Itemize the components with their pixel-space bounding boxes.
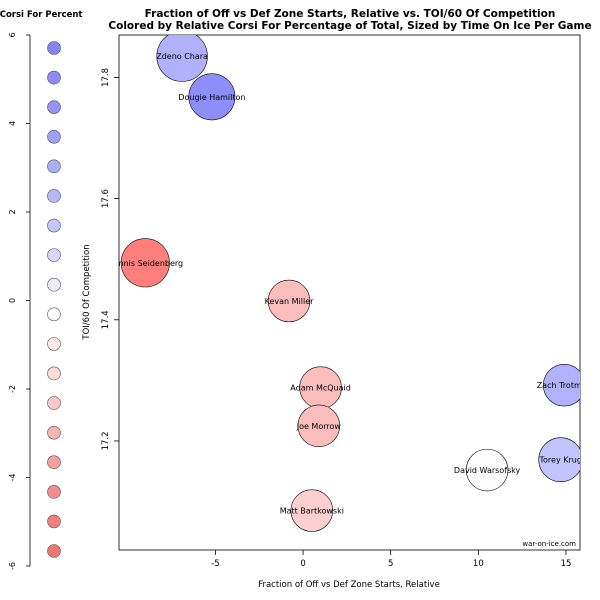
legend-tick-label: -4 <box>8 474 17 482</box>
point-label: Zach Trotman <box>537 381 592 390</box>
point-marker <box>297 404 341 447</box>
x-tick-label: 5 <box>388 559 393 569</box>
x-axis-label: Fraction of Off vs Def Zone Starts, Rela… <box>258 580 440 590</box>
legend-swatch <box>47 218 61 233</box>
y-axis-label: TOI/60 Of Competition <box>82 244 92 340</box>
point-label: Adam McQuaid <box>290 384 351 393</box>
plot-area: Zdeno Chara Dougie Hamilton Dennis Seidenb… <box>82 34 592 590</box>
legend-swatch <box>47 248 61 262</box>
legend-swatch <box>47 159 61 174</box>
legend-title: Relative Corsi For Percent <box>0 10 82 20</box>
legend-tick-label: 0 <box>8 298 17 303</box>
point-label: David Warsofsky <box>454 466 521 475</box>
point-marker <box>188 73 236 121</box>
chart-title-line1: Fraction of Off vs Def Zone Starts, Rela… <box>145 8 556 20</box>
point-marker <box>267 279 311 323</box>
point-label: Torey Krug <box>539 456 582 465</box>
y-tick-label: 17.2 <box>101 431 111 450</box>
legend-tick-label: -6 <box>8 562 17 570</box>
point-label: Dennis Seidenberg <box>107 259 183 268</box>
legend-swatch <box>47 337 61 351</box>
point-marker <box>290 489 334 532</box>
watermark: war-on-ice.com <box>522 540 576 548</box>
plot-frame <box>118 34 581 551</box>
point-label: Dougie Hamilton <box>178 93 245 102</box>
color-legend: Relative Corsi For Percent 6 4 2 0 -2 -4 -6 <box>0 10 82 570</box>
point-label: Matt Bartkowski <box>280 507 344 516</box>
y-tick-label: 17.4 <box>101 310 111 329</box>
x-tick-label: 0 <box>300 559 305 569</box>
legend-tick-label: 4 <box>8 121 17 126</box>
x-tick-label: 15 <box>561 559 572 569</box>
legend-swatch <box>47 41 61 55</box>
legend-swatch <box>47 514 61 529</box>
legend-swatch <box>47 544 61 558</box>
point-marker <box>538 437 580 483</box>
legend-swatch <box>47 129 61 144</box>
x-tick-label: -5 <box>211 559 219 569</box>
legend-tick-label: 2 <box>8 209 17 214</box>
point-label: Joe Morrow <box>296 422 342 431</box>
legend-tick-label: 6 <box>8 32 17 37</box>
legend-swatch <box>47 307 61 322</box>
point-marker <box>120 238 170 288</box>
point-marker <box>543 364 580 407</box>
point-label: Kevan Miller <box>265 297 315 306</box>
point-marker <box>156 35 208 82</box>
legend-swatch <box>47 425 61 440</box>
x-tick-label: 10 <box>473 559 484 569</box>
y-tick-label: 17.6 <box>101 189 111 208</box>
legend-swatch <box>47 70 61 85</box>
chart-title-line2: Colored by Relative Corsi For Percentage… <box>108 20 591 32</box>
point-marker <box>465 448 509 492</box>
legend-swatch <box>47 366 61 381</box>
point-label: Zdeno Chara <box>156 52 208 61</box>
legend-swatch <box>47 100 61 114</box>
legend-tick-label: -2 <box>8 385 17 393</box>
legend-swatch <box>47 189 61 203</box>
legend-swatch <box>47 396 61 410</box>
y-tick-label: 17.8 <box>101 68 111 87</box>
legend-swatch <box>47 455 61 470</box>
legend-swatch <box>47 277 61 292</box>
legend-swatch <box>47 485 61 499</box>
